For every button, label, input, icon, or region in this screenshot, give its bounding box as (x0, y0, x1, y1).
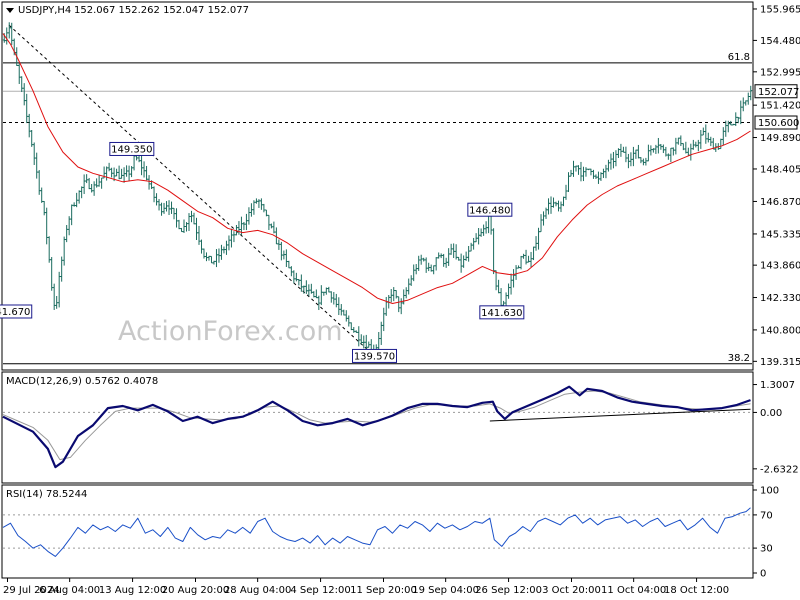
rsi-tick-label: 30 (760, 544, 773, 555)
price-annotation: 141.670 (0, 304, 33, 319)
annotation-label: 141.670 (0, 307, 30, 318)
rsi-tick-label: 100 (760, 486, 779, 497)
time-tick-label: 4 Sep 12:00 (290, 585, 350, 596)
price-tick-label: 140.800 (760, 325, 800, 336)
time-tick-label: 28 Aug 04:00 (224, 585, 291, 596)
macd-y-axis: 1.3007 0.00 -2.6322 (753, 380, 799, 475)
annotation-label: 146.480 (469, 205, 510, 216)
time-tick-label: 20 Aug 20:00 (162, 585, 229, 596)
rsi-tick-label: 70 (760, 510, 773, 521)
price-tick-label: 151.420 (760, 101, 800, 112)
time-tick-label: 11 Sep 20:00 (350, 585, 417, 596)
price-tick-label: 154.480 (760, 36, 800, 47)
price-y-axis: 155.965 154.480 152.995 151.420 149.890 148.4… (753, 4, 800, 368)
rsi-y-axis: 100 70 30 0 (753, 486, 779, 580)
price-annotation: 146.480 (467, 202, 513, 217)
downtrend-line (8, 24, 375, 357)
price-tick-label: 146.870 (760, 197, 800, 208)
macd-panel: 1.3007 0.00 -2.6322 MACD(12,26,9) 0.5762 0… (1, 371, 799, 484)
macd-line (2, 385, 751, 469)
price-levels: 61.8 38.2 (3, 52, 752, 365)
price-tick-label: 139.315 (760, 357, 800, 368)
macd-trendline (489, 408, 751, 422)
price-tag-label: 150.600 (758, 118, 799, 129)
rsi-main-line (2, 507, 751, 557)
rsi-panel: 100 70 30 0 RSI(14) 78.5244 (1, 484, 779, 580)
current-price-tag: 152.077 (754, 84, 799, 99)
time-tick-label: 11 Oct 04:00 (601, 585, 666, 596)
fib-level-label: 61.8 (728, 52, 750, 63)
time-tick-label: 29 Jul 2024 (3, 585, 60, 596)
annotation-label: 149.350 (111, 145, 152, 156)
time-tick-label: 19 Sep 04:00 (412, 585, 479, 596)
price-tick-label: 152.995 (760, 67, 800, 78)
time-tick-label: 26 Sep 12:00 (475, 585, 542, 596)
candle (749, 85, 753, 101)
time-tick-label: 13 Aug 12:00 (99, 585, 166, 596)
macd-tick-label: 1.3007 (760, 380, 795, 391)
price-tick-label: 149.890 (760, 133, 800, 144)
rsi-label: RSI(14) 78.5244 (6, 489, 87, 500)
price-symbol: USDJPY,H4 (18, 5, 71, 16)
price-tick-label: 155.965 (760, 4, 800, 15)
watermark: ActionForex.com (118, 316, 343, 347)
dropdown-triangle-icon[interactable] (6, 8, 14, 13)
time-tick-label: 6 Aug 04:00 (39, 585, 100, 596)
macd-tick-label: -2.6322 (760, 464, 799, 475)
price-tick-label: 148.405 (760, 164, 800, 175)
rsi-line (2, 507, 751, 557)
macd-tick-label: 0.00 (760, 408, 782, 419)
moving-average-line (2, 33, 751, 304)
macd-main-line (2, 385, 751, 469)
annotation-label: 141.630 (481, 308, 522, 319)
price-annotations: 149.350 141.670 139.570 146.480 141.630 (0, 141, 525, 363)
price-tick-label: 145.335 (760, 229, 800, 240)
annotation-label: 139.570 (354, 352, 395, 363)
rsi-tick-label: 0 (760, 569, 766, 580)
price-tag-label: 152.077 (758, 87, 799, 98)
moving-average (2, 33, 751, 304)
fib-level-label: 38.2 (728, 353, 750, 364)
price-tick-label: 142.330 (760, 293, 800, 304)
macd-label: MACD(12,26,9) 0.5762 0.4078 (6, 376, 158, 387)
price-ohlc: 152.067 152.262 152.047 152.077 (74, 5, 249, 16)
price-panel: ActionForex.com 61.838.2 149.350141.6701… (0, 1, 800, 371)
level-price-tag: 150.600 (754, 115, 799, 130)
price-trendline (8, 24, 375, 357)
price-annotation: 149.350 (109, 141, 155, 156)
time-tick-label: 3 Oct 20:00 (542, 585, 601, 596)
price-annotation: 139.570 (352, 348, 398, 363)
macd-support-line (489, 408, 751, 422)
price-tick-label: 143.860 (760, 261, 800, 272)
time-tick-label: 18 Oct 12:00 (664, 585, 729, 596)
price-annotation: 141.630 (479, 305, 525, 320)
